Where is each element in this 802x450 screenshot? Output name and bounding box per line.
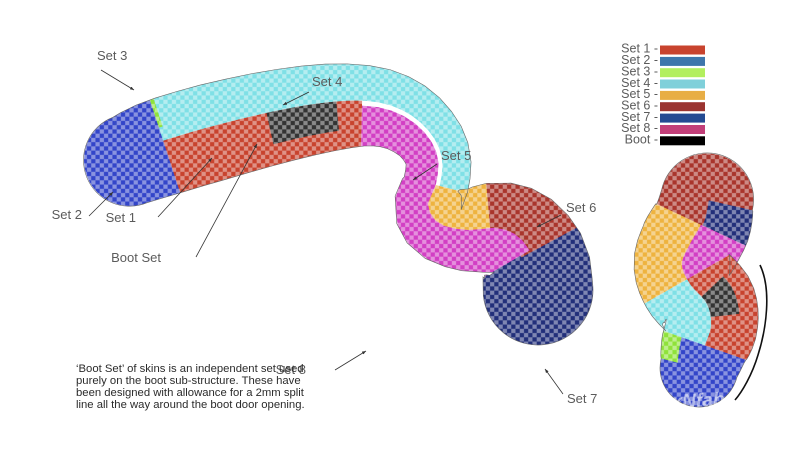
svg-text:been designed with allowance f: been designed with allowance for a 2mm s… [76,387,305,399]
svg-text:Set 1: Set 1 [106,210,136,225]
svg-text:Set 3: Set 3 [97,48,127,63]
svg-text:purely on the boot sub-structu: purely on the boot sub-structure. These … [76,375,301,387]
svg-text:Boot Set: Boot Set [111,250,161,265]
svg-text:Set 7: Set 7 [567,391,597,406]
svg-text:Boot -: Boot - [625,133,658,147]
svg-text:‘Boot Set’ of skins is an inde: ‘Boot Set’ of skins is an independent se… [76,363,304,375]
svg-text:Set 4: Set 4 [312,74,342,89]
svg-text:line all the way around the bo: line all the way around the boot door op… [76,399,305,411]
svg-text:xNfab: xNfab [670,389,725,413]
svg-text:Set 2: Set 2 [52,207,82,222]
svg-text:Set 5: Set 5 [441,148,471,163]
svg-text:Set 6: Set 6 [566,200,596,215]
